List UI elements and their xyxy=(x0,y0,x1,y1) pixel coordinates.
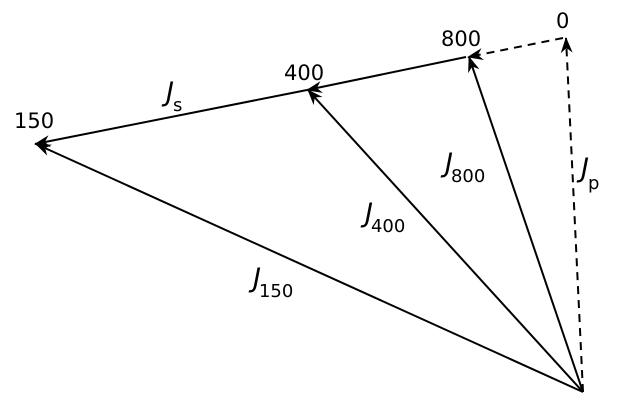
j800-label: J800 xyxy=(440,148,485,187)
j150-label-sub: 150 xyxy=(259,281,293,302)
j150-label: J150 xyxy=(248,263,293,302)
jp-arrow xyxy=(560,37,584,393)
arrow-800-to-400 xyxy=(306,56,467,93)
point-label-0: 0 xyxy=(556,9,569,33)
point-label-800: 800 xyxy=(441,27,481,51)
js-label: Js xyxy=(161,77,182,116)
j400-label: J400 xyxy=(360,198,405,237)
jp-label-sub: p xyxy=(588,173,599,194)
j400-arrow xyxy=(307,89,584,393)
j800-arrow xyxy=(468,56,584,393)
j150-arrow xyxy=(35,143,584,393)
arrow-400-to-150 xyxy=(34,89,308,147)
dashed-arrow-0-to-800 xyxy=(467,37,564,60)
js-label-sub: s xyxy=(173,95,182,116)
j400-label-sub: 400 xyxy=(371,216,405,237)
point-label-150: 150 xyxy=(14,109,54,133)
point-label-400: 400 xyxy=(284,61,324,85)
jp-label: Jp xyxy=(576,153,599,194)
j800-label-sub: 800 xyxy=(451,166,485,187)
